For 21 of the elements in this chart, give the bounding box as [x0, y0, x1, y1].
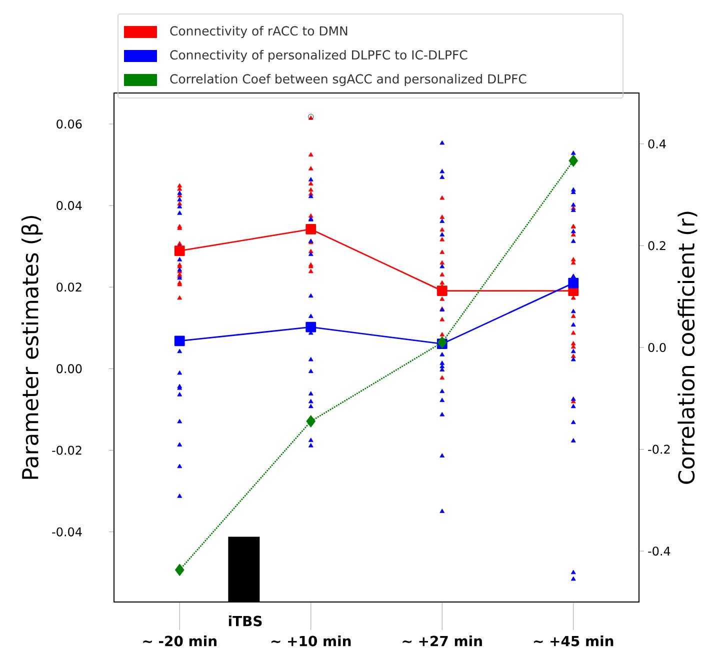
y-axis-title: Parameter estimates (β)	[21, 216, 43, 479]
y2-tick-label: -0.4	[648, 546, 670, 556]
y2-tick-label: -0.2	[648, 444, 670, 454]
x-tick-label: ~ +10 min	[271, 636, 351, 646]
legend-label: Correlation Coef between sgACC and personalized DLPFC	[170, 74, 526, 86]
y-tick-label: -0.02	[52, 446, 82, 455]
y-tick-label: 0.02	[56, 282, 82, 292]
y-tick-label: 0.06	[56, 119, 82, 129]
x-tick-label: ~ +27 min	[402, 636, 482, 646]
y2-tick-label: 0.0	[648, 342, 666, 352]
text: iTBS	[228, 616, 262, 626]
x-tick-label: ~ -20 min	[143, 636, 216, 646]
y2-tick-label: 0.4	[648, 139, 666, 148]
legend-label: Connectivity of rACC to DMN	[170, 26, 348, 38]
y2-axis-title: Correlation coefficient (r)	[678, 212, 698, 484]
y-tick-label: 0.04	[56, 201, 82, 210]
y-tick-label: -0.04	[52, 527, 82, 536]
legend-label: Connectivity of personalized DLPFC to IC-DLPFC	[170, 50, 468, 62]
y-tick-label: 0.00	[56, 364, 82, 374]
x-tick-label: ~ +45 min	[534, 636, 614, 646]
y2-tick-label: 0.2	[648, 241, 666, 250]
